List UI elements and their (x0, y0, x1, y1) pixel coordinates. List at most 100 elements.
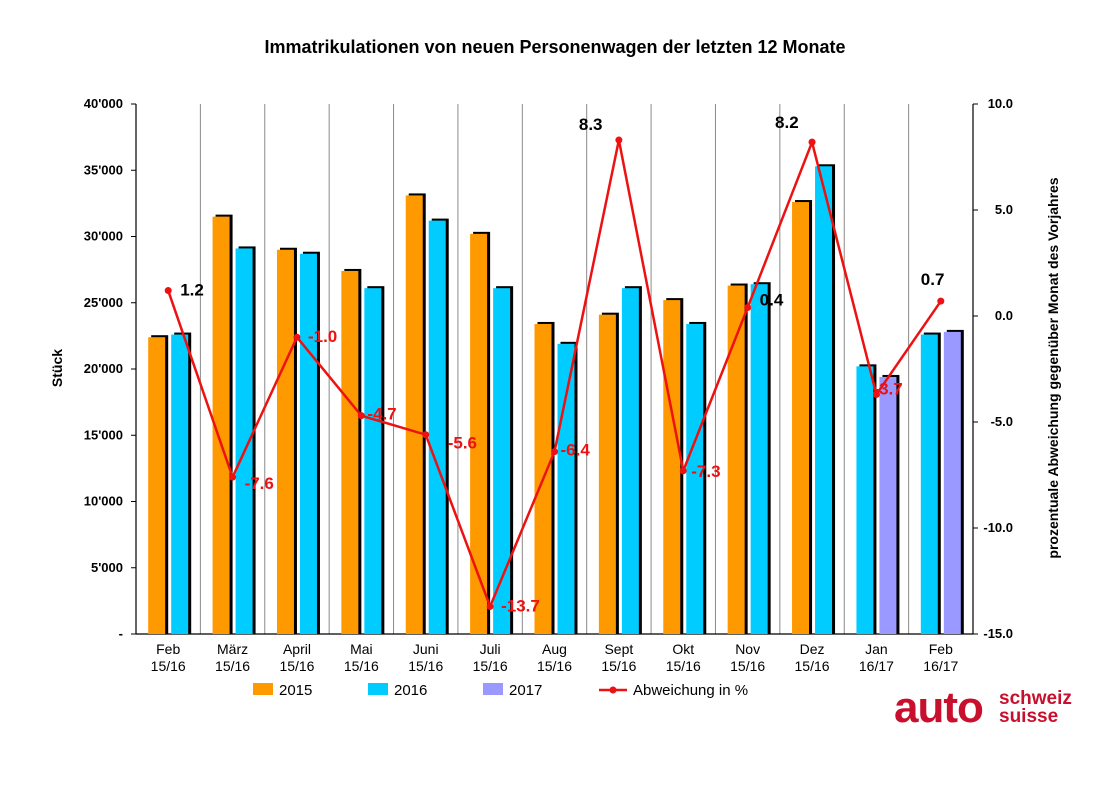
tick-labels-group: - 5'000 10'000 15'000 20'000 25'000 30'000 35'0… (84, 96, 1013, 674)
deviation-point (679, 467, 687, 475)
x-tick-label-year: 15/16 (473, 658, 508, 674)
x-tick-label-month: März (217, 641, 248, 657)
y-tick-right-label: 0.0 (995, 308, 1013, 323)
x-tick-label-year: 16/17 (859, 658, 894, 674)
x-tick-label-month: Juni (413, 641, 439, 657)
legend: 2015 2016 2017 Abweichung in % (253, 682, 748, 699)
bar-2017 (879, 376, 897, 634)
y-tick-left-label: 5'000 (91, 560, 123, 575)
data-label-deviation: -7.6 (245, 474, 274, 493)
bar-2015 (276, 249, 294, 634)
x-tick-label-year: 15/16 (151, 658, 186, 674)
bar-2016 (557, 343, 575, 634)
x-tick-label-year: 15/16 (215, 658, 250, 674)
deviation-point (357, 412, 365, 420)
x-tick-label-year: 15/16 (408, 658, 443, 674)
x-tick-label-year: 15/16 (537, 658, 572, 674)
x-tick-label-month: Aug (542, 641, 567, 657)
data-label-deviation: 8.3 (579, 115, 603, 134)
deviation-point (551, 448, 558, 456)
y-tick-left-label: 25'000 (84, 295, 123, 310)
x-tick-label-year: 15/16 (730, 658, 765, 674)
x-tick-label-month: Jan (865, 641, 888, 657)
bar-2016 (428, 220, 446, 634)
logo-auto-text: auto (894, 683, 983, 732)
deviation-point (937, 297, 945, 305)
x-tick-label-year: 15/16 (601, 658, 636, 674)
data-label-deviation: -13.7 (501, 596, 540, 615)
bar-2016 (815, 166, 833, 634)
legend-label-2015: 2015 (279, 682, 312, 699)
data-label-deviation: -7.3 (691, 462, 720, 481)
legend-line-marker (609, 686, 617, 694)
bar-2016 (235, 248, 253, 635)
x-tick-label-year: 16/17 (923, 658, 958, 674)
x-tick-label-month: Mai (350, 641, 373, 657)
data-label-deviation: -3.7 (873, 379, 902, 398)
x-tick-label-month: Dez (800, 641, 825, 657)
bar-2015 (663, 300, 681, 634)
y-tick-left-label: 40'000 (84, 96, 123, 111)
y-tick-left-label: 20'000 (84, 361, 123, 376)
bar-2015 (727, 285, 745, 634)
legend-label-deviation: Abweichung in % (633, 682, 748, 699)
legend-swatch-2016 (368, 683, 388, 695)
deviation-point (293, 333, 301, 341)
legend-label-2017: 2017 (509, 682, 542, 699)
auto-schweiz-logo: auto schweiz suisse (894, 683, 1072, 732)
data-label-deviation: 1.2 (180, 281, 204, 300)
y-tick-right-label: -15.0 (983, 626, 1013, 641)
data-label-deviation: 8.2 (775, 113, 799, 132)
bar-2015 (792, 202, 810, 635)
data-label-deviation: -5.6 (448, 434, 477, 453)
x-tick-label-year: 15/16 (666, 658, 701, 674)
x-tick-label-year: 15/16 (279, 658, 314, 674)
deviation-point (229, 473, 237, 481)
x-tick-label-month: Nov (735, 641, 760, 657)
x-tick-label-month: Feb (156, 641, 180, 657)
data-labels-group: 1.2 -7.6 -1.0 -4.7 -5.6 -13.7 -6.4 8.3 -7.3 0.4 8.… (180, 113, 944, 615)
bars-group (148, 164, 964, 635)
x-tick-label-month: Juli (480, 641, 501, 657)
x-tick-label-month: Feb (929, 641, 953, 657)
data-label-deviation: 0.4 (760, 291, 784, 310)
bar-2015 (405, 195, 423, 635)
y-axis-right-label: prozentuale Abweichung gegenüber Monat d… (1045, 177, 1061, 558)
chart-title: Immatrikulationen von neuen Personenwage… (264, 37, 845, 57)
deviation-point (164, 287, 172, 295)
bar-2015 (148, 337, 166, 634)
y-tick-left-label: - (119, 626, 123, 641)
data-label-deviation: -6.4 (561, 441, 591, 460)
bar-2017 (943, 331, 961, 634)
data-label-deviation: -4.7 (367, 405, 396, 424)
deviation-point (422, 431, 430, 439)
y-tick-left-label: 35'000 (84, 162, 123, 177)
bar-2015 (341, 270, 359, 634)
y-tick-right-label: 10.0 (988, 96, 1013, 111)
y-tick-right-label: -5.0 (991, 414, 1013, 429)
y-tick-right-label: 5.0 (995, 202, 1013, 217)
bar-2015 (598, 314, 616, 634)
x-tick-label-month: Okt (672, 641, 694, 657)
x-tick-label-year: 15/16 (344, 658, 379, 674)
bar-2016 (750, 284, 768, 634)
y-axis-left-label: Stück (49, 349, 65, 387)
deviation-point (808, 138, 816, 146)
y-tick-left-label: 30'000 (84, 229, 123, 244)
bar-2016 (171, 334, 189, 634)
data-label-deviation: -1.0 (308, 327, 337, 346)
y-tick-left-label: 10'000 (84, 494, 123, 509)
bar-2016 (686, 323, 704, 634)
bar-2016 (493, 288, 511, 634)
bar-2016 (920, 334, 938, 634)
deviation-line-group (164, 136, 945, 610)
legend-swatch-2015 (253, 683, 273, 695)
deviation-point (872, 390, 880, 398)
bar-2015 (470, 233, 488, 634)
legend-label-2016: 2016 (394, 682, 427, 699)
deviation-point (615, 136, 623, 144)
x-tick-label-month: April (283, 641, 311, 657)
bar-2016 (299, 253, 317, 634)
